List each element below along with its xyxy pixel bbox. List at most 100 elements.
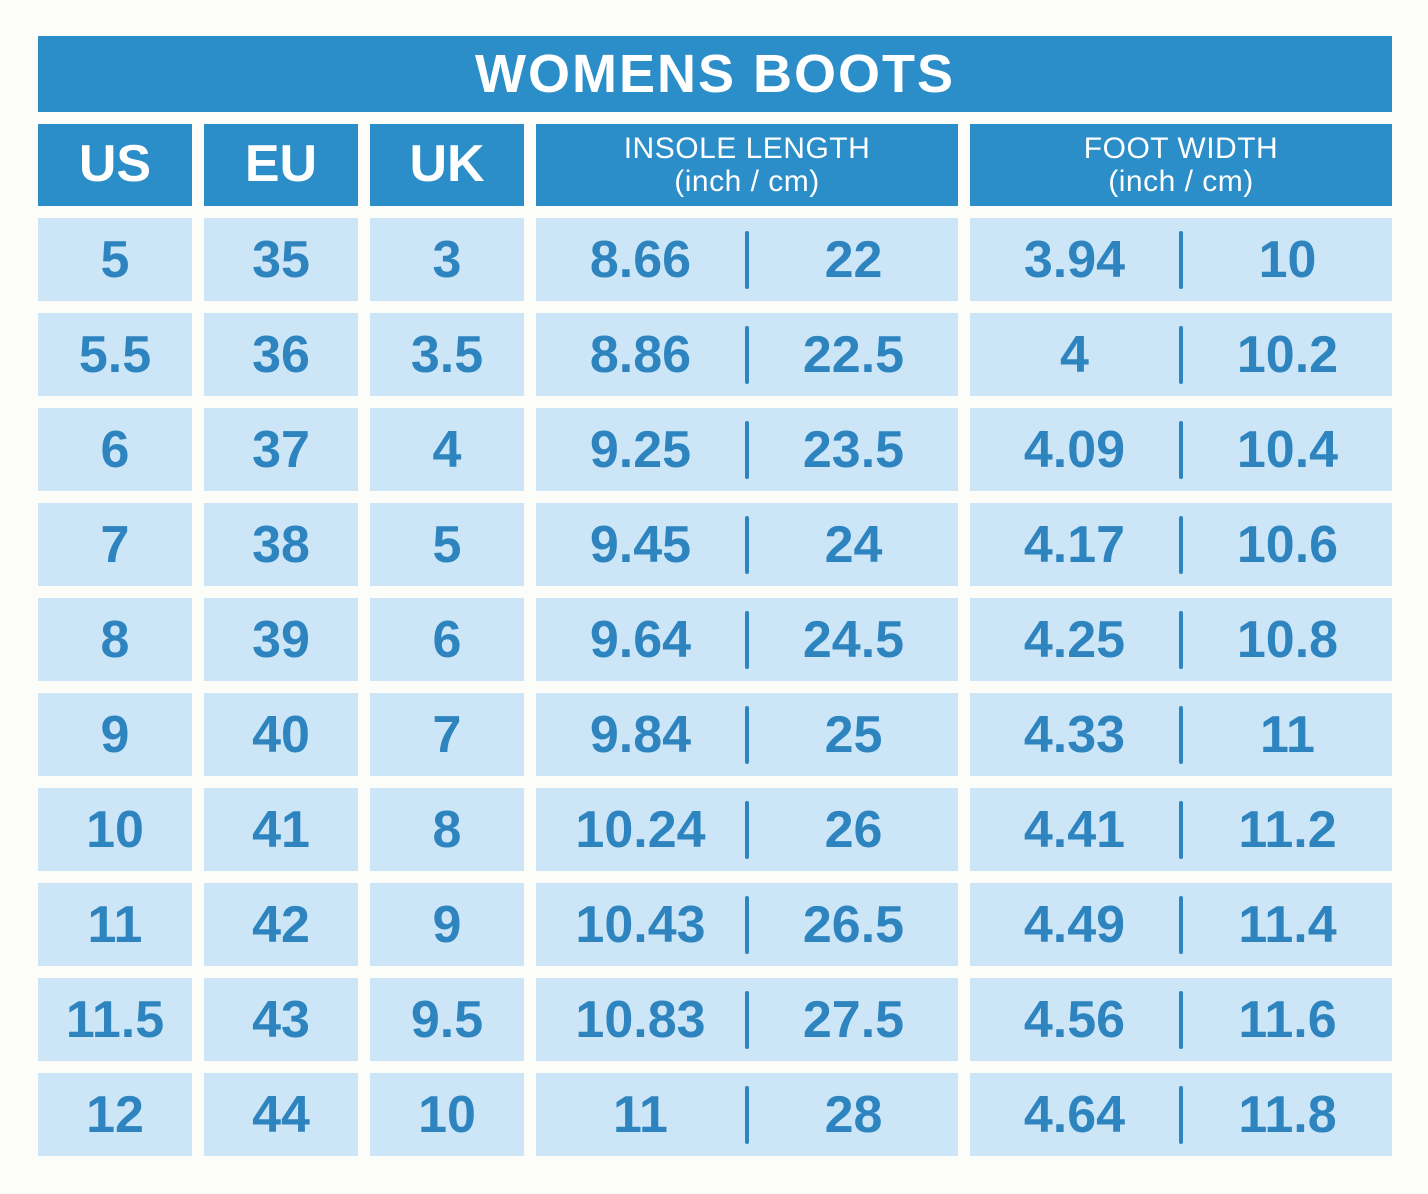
cell-us-size: 11.5 [38, 978, 192, 1061]
foot-width-cm-value: 11.2 [1238, 800, 1337, 859]
table-row: 9 40 7 9.84 25 4.33 11 [38, 693, 1392, 776]
cell-eu-size: 36 [204, 313, 358, 396]
foot-width-cm-value: 10.2 [1236, 325, 1339, 384]
cell-insole-length: 9.64 24.5 [536, 598, 958, 681]
insole-cm-value: 24.5 [802, 610, 905, 669]
foot-width-inch-value: 4.25 [1023, 610, 1126, 669]
column-header-insole-length: INSOLE LENGTH (inch / cm) [536, 124, 958, 206]
cell-us-size: 12 [38, 1073, 192, 1156]
cell-uk-size: 7 [370, 693, 524, 776]
inch-cm-divider [1179, 990, 1183, 1049]
cell-us-size: 9 [38, 693, 192, 776]
inch-cm-divider [745, 895, 749, 954]
foot-width-cm-value: 10 [1258, 230, 1317, 289]
insole-cm-value: 23.5 [802, 420, 905, 479]
cell-us-size: 8 [38, 598, 192, 681]
cell-eu-size: 37 [204, 408, 358, 491]
cell-foot-width: 4.56 11.6 [970, 978, 1392, 1061]
inch-cm-divider [745, 515, 749, 574]
foot-width-inch-value: 4.56 [1023, 990, 1126, 1049]
insole-length-units: (inch / cm) [674, 165, 820, 198]
table-row: 11.5 43 9.5 10.83 27.5 4.56 11.6 [38, 978, 1392, 1061]
foot-width-cm-value: 10.8 [1236, 610, 1339, 669]
cell-uk-size: 9 [370, 883, 524, 966]
table-row: 7 38 5 9.45 24 4.17 10.6 [38, 503, 1392, 586]
inch-cm-divider [745, 610, 749, 669]
insole-inch-value: 8.86 [589, 325, 692, 384]
column-header-eu: EU [204, 124, 358, 206]
foot-width-inch-value: 4.49 [1023, 895, 1126, 954]
cell-foot-width: 4.41 11.2 [970, 788, 1392, 871]
cell-insole-length: 9.84 25 [536, 693, 958, 776]
insole-inch-value: 10.83 [575, 990, 706, 1049]
foot-width-inch-value: 4.41 [1023, 800, 1126, 859]
insole-cm-value: 22.5 [802, 325, 905, 384]
foot-width-inch-value: 4.33 [1023, 705, 1126, 764]
foot-width-inch-value: 4.09 [1023, 420, 1126, 479]
cell-us-size: 5 [38, 218, 192, 301]
inch-cm-divider [745, 325, 749, 384]
inch-cm-divider [1179, 420, 1183, 479]
inch-cm-divider [1179, 800, 1183, 859]
insole-inch-value: 8.66 [589, 230, 692, 289]
table-row: 12 44 10 11 28 4.64 11.8 [38, 1073, 1392, 1156]
cell-foot-width: 4.49 11.4 [970, 883, 1392, 966]
foot-width-cm-value: 10.4 [1236, 420, 1339, 479]
foot-width-inch-value: 4 [1060, 325, 1089, 384]
inch-cm-divider [1179, 230, 1183, 289]
cell-eu-size: 39 [204, 598, 358, 681]
insole-cm-value: 28 [824, 1085, 883, 1144]
cell-insole-length: 8.66 22 [536, 218, 958, 301]
table-row: 8 39 6 9.64 24.5 4.25 10.8 [38, 598, 1392, 681]
foot-width-cm-value: 11.4 [1238, 895, 1337, 954]
column-header-uk: UK [370, 124, 524, 206]
table-row: 5 35 3 8.66 22 3.94 10 [38, 218, 1392, 301]
cell-us-size: 10 [38, 788, 192, 871]
inch-cm-divider [1179, 325, 1183, 384]
cell-insole-length: 9.45 24 [536, 503, 958, 586]
insole-length-label: INSOLE LENGTH [623, 132, 871, 165]
cell-eu-size: 40 [204, 693, 358, 776]
cell-uk-size: 4 [370, 408, 524, 491]
cell-eu-size: 38 [204, 503, 358, 586]
cell-eu-size: 42 [204, 883, 358, 966]
cell-foot-width: 4.25 10.8 [970, 598, 1392, 681]
inch-cm-divider [745, 230, 749, 289]
insole-inch-value: 9.64 [589, 610, 692, 669]
cell-uk-size: 5 [370, 503, 524, 586]
cell-insole-length: 11 28 [536, 1073, 958, 1156]
cell-insole-length: 10.83 27.5 [536, 978, 958, 1061]
cell-us-size: 6 [38, 408, 192, 491]
insole-inch-value: 10.43 [575, 895, 706, 954]
foot-width-inch-value: 3.94 [1023, 230, 1126, 289]
insole-cm-value: 26.5 [802, 895, 905, 954]
inch-cm-divider [745, 705, 749, 764]
cell-eu-size: 41 [204, 788, 358, 871]
foot-width-cm-value: 11.8 [1238, 1085, 1337, 1144]
table-row: 11 42 9 10.43 26.5 4.49 11.4 [38, 883, 1392, 966]
insole-inch-value: 10.24 [575, 800, 706, 859]
cell-eu-size: 43 [204, 978, 358, 1061]
cell-foot-width: 3.94 10 [970, 218, 1392, 301]
insole-cm-value: 24 [824, 515, 883, 574]
inch-cm-divider [1179, 895, 1183, 954]
foot-width-cm-value: 10.6 [1236, 515, 1339, 574]
inch-cm-divider [1179, 515, 1183, 574]
cell-foot-width: 4.17 10.6 [970, 503, 1392, 586]
inch-cm-divider [1179, 610, 1183, 669]
cell-foot-width: 4 10.2 [970, 313, 1392, 396]
table-row: 5.5 36 3.5 8.86 22.5 4 10.2 [38, 313, 1392, 396]
cell-uk-size: 3 [370, 218, 524, 301]
cell-us-size: 5.5 [38, 313, 192, 396]
cell-insole-length: 10.43 26.5 [536, 883, 958, 966]
inch-cm-divider [1179, 1085, 1183, 1144]
cell-foot-width: 4.64 11.8 [970, 1073, 1392, 1156]
cell-uk-size: 9.5 [370, 978, 524, 1061]
insole-inch-value: 9.25 [589, 420, 692, 479]
insole-cm-value: 27.5 [802, 990, 905, 1049]
header-row: US EU UK INSOLE LENGTH (inch / cm) FOOT … [38, 124, 1392, 206]
foot-width-label: FOOT WIDTH [1083, 132, 1279, 165]
cell-uk-size: 10 [370, 1073, 524, 1156]
insole-inch-value: 9.84 [589, 705, 692, 764]
foot-width-cm-value: 11 [1260, 705, 1315, 764]
